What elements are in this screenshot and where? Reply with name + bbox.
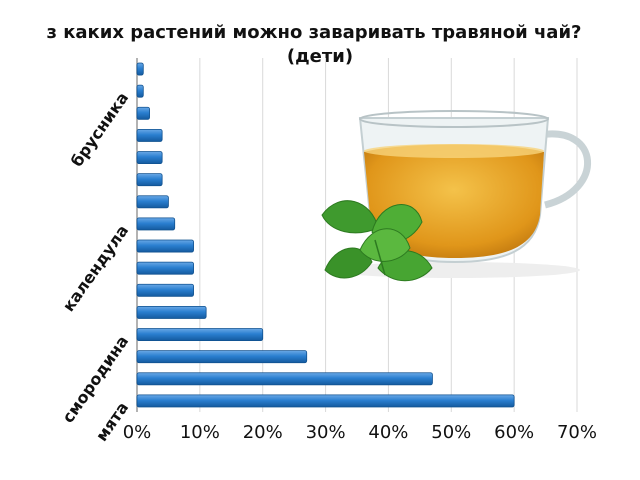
tea-cup-image <box>321 110 591 282</box>
x-tick-label: 20% <box>243 422 283 443</box>
cup-rim <box>359 110 549 128</box>
bar <box>136 84 144 98</box>
category-label: календула <box>59 221 133 315</box>
bar <box>136 350 308 364</box>
bar <box>136 305 207 319</box>
chart-title-line-2: (дети) <box>286 46 354 67</box>
bar <box>136 173 163 187</box>
x-tick-label: 10% <box>180 422 220 443</box>
bar <box>136 261 194 275</box>
x-tick-label: 40% <box>368 422 408 443</box>
bar <box>136 283 194 297</box>
x-tick-label: 70% <box>557 422 597 443</box>
bar <box>136 195 169 209</box>
x-tick-label: 30% <box>306 422 346 443</box>
bar <box>136 106 150 120</box>
x-tick-label: 0% <box>123 422 152 443</box>
mint-leaves-icon <box>321 200 433 282</box>
bar <box>136 394 515 408</box>
bar <box>136 328 264 342</box>
x-axis-ticks: 0% 10% 20% 30% 40% 50% 60% 70% <box>123 422 597 443</box>
bar <box>136 62 144 76</box>
bar <box>136 239 194 253</box>
chart-title-line-1: з каких растений можно заваривать травян… <box>46 22 582 43</box>
bar <box>136 128 163 142</box>
x-tick-label: 50% <box>431 422 471 443</box>
bar <box>136 372 433 386</box>
tea-surface <box>364 144 544 158</box>
bar <box>136 151 163 165</box>
x-tick-label: 60% <box>494 422 534 443</box>
bars-group <box>136 62 515 408</box>
bar <box>136 217 176 231</box>
cup-handle <box>539 130 591 209</box>
category-label: брусника <box>67 89 132 171</box>
